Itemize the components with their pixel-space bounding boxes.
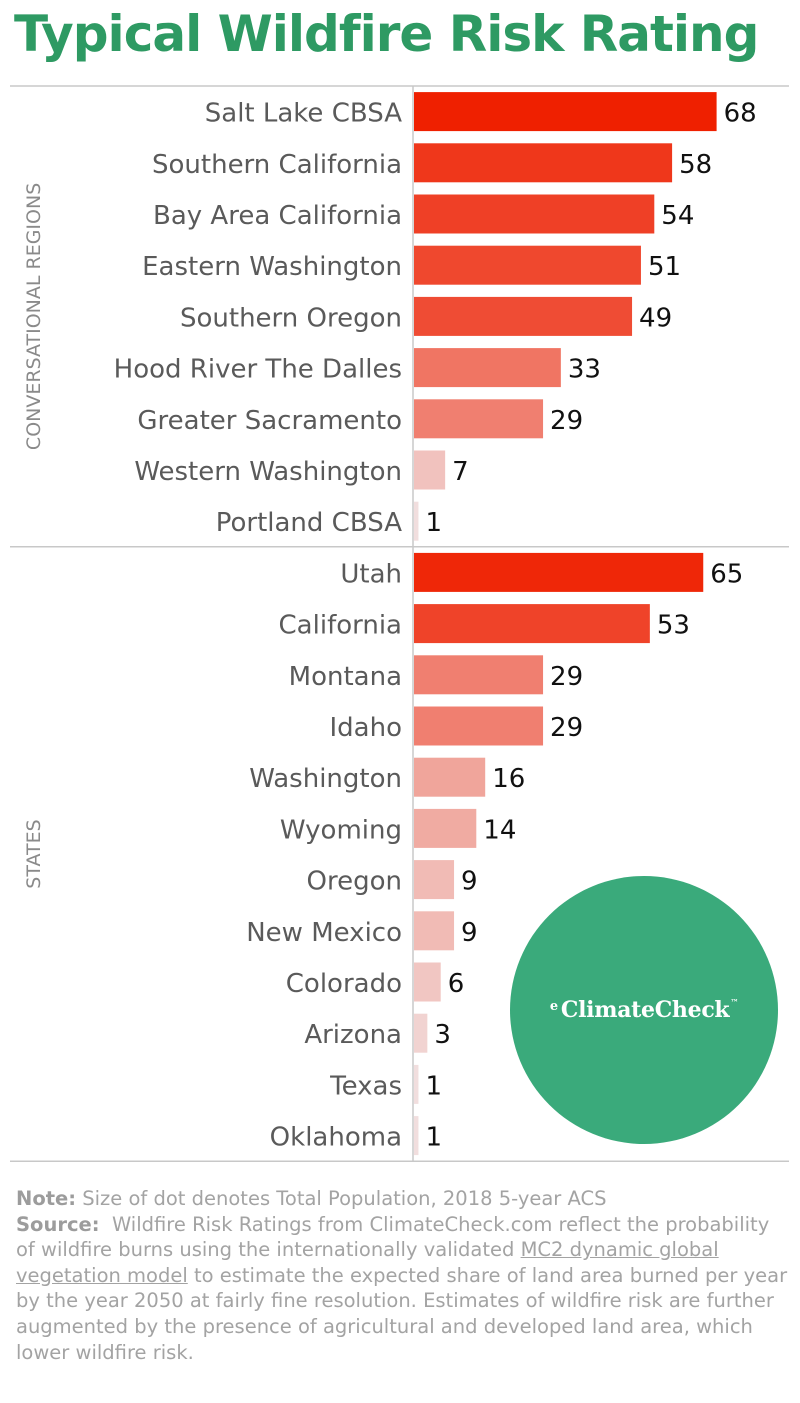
group-label-states: STATES [23, 819, 45, 888]
category-label-california: California [279, 611, 402, 641]
logo-name: ClimateCheck [560, 997, 730, 1023]
bar-eastern-washington [414, 245, 641, 285]
bar-washington [414, 757, 486, 797]
category-label-montana: Montana [289, 662, 402, 692]
value-label-hood-river-the-dalles: 33 [568, 355, 601, 385]
category-label-bay-area-california: Bay Area California [153, 201, 402, 231]
bar-california [414, 604, 650, 644]
chart-title: Typical Wildfire Risk Rating [14, 5, 759, 63]
category-label-utah: Utah [340, 559, 402, 589]
category-label-salt-lake-cbsa: Salt Lake CBSA [205, 99, 402, 129]
value-label-new-mexico: 9 [461, 918, 478, 948]
value-label-wyoming: 14 [483, 815, 516, 845]
bar-salt-lake-cbsa [414, 92, 717, 132]
category-label-portland-cbsa: Portland CBSA [216, 508, 402, 538]
bar-wyoming [414, 808, 477, 848]
logo-trademark: ™ [730, 997, 739, 1007]
value-label-colorado: 6 [448, 969, 465, 999]
value-label-idaho: 29 [550, 713, 583, 743]
bar-chart: Salt Lake CBSA 68 Southern California 58 Bay… [10, 85, 789, 1162]
source-text-1: Wildfire Risk Ratings from ClimateCheck.… [16, 1212, 770, 1262]
note-text: Size of dot denotes Total Population, 20… [82, 1187, 607, 1210]
value-label-portland-cbsa: 1 [425, 508, 442, 538]
bar-arizona [414, 1013, 428, 1053]
bar-oregon [414, 860, 455, 900]
climatecheck-logo: e ClimateCheck™ [510, 876, 778, 1144]
bar-southern-oregon [414, 296, 633, 336]
value-label-oregon: 9 [461, 867, 478, 897]
value-label-greater-sacramento: 29 [550, 406, 583, 436]
category-label-new-mexico: New Mexico [246, 918, 402, 948]
category-label-western-washington: Western Washington [134, 457, 402, 487]
note-line: Note: Size of dot denotes Total Populati… [16, 1186, 791, 1212]
bar-greater-sacramento [414, 399, 544, 439]
category-label-colorado: Colorado [286, 969, 402, 999]
bar-colorado [414, 962, 441, 1002]
value-label-southern-california: 58 [679, 150, 712, 180]
group-label-conversational-regions: CONVERSATIONAL REGIONS [23, 183, 45, 450]
bar-oklahoma [414, 1116, 419, 1156]
value-label-southern-oregon: 49 [639, 303, 672, 333]
source-label: Source: [16, 1212, 100, 1236]
value-label-arizona: 3 [434, 1020, 451, 1050]
bar-idaho [414, 706, 544, 746]
value-label-oklahoma: 1 [425, 1123, 442, 1153]
category-label-washington: Washington [249, 764, 402, 794]
footnote: Note: Size of dot denotes Total Populati… [16, 1186, 791, 1365]
value-label-texas: 1 [425, 1071, 442, 1101]
bar-western-washington [414, 450, 446, 490]
category-label-arizona: Arizona [304, 1020, 402, 1050]
category-label-eastern-washington: Eastern Washington [142, 252, 402, 282]
category-label-idaho: Idaho [330, 713, 403, 743]
bar-bay-area-california [414, 194, 655, 234]
value-label-washington: 16 [492, 764, 525, 794]
category-label-hood-river-the-dalles: Hood River The Dalles [114, 355, 402, 385]
logo-mark-icon: e [549, 999, 558, 1014]
bar-montana [414, 655, 544, 695]
mc2-model-link[interactable]: MC2 dynamic global vegetation model [16, 1238, 719, 1287]
note-label: Note: [16, 1187, 77, 1210]
category-label-wyoming: Wyoming [280, 815, 402, 845]
bar-new-mexico [414, 911, 455, 951]
bar-utah [414, 552, 704, 592]
category-label-oregon: Oregon [307, 867, 402, 897]
bar-portland-cbsa [414, 501, 419, 541]
logo-text: e ClimateCheck™ [550, 997, 738, 1023]
value-label-salt-lake-cbsa: 68 [724, 99, 757, 129]
category-label-southern-oregon: Southern Oregon [180, 303, 402, 333]
category-label-texas: Texas [329, 1071, 402, 1101]
category-label-southern-california: Southern California [152, 150, 402, 180]
bar-texas [414, 1064, 419, 1104]
source-text-2: to estimate the expected share of land a… [16, 1263, 788, 1364]
source-paragraph: Source: Wildfire Risk Ratings from Clima… [16, 1212, 791, 1366]
category-label-greater-sacramento: Greater Sacramento [137, 406, 402, 436]
bar-hood-river-the-dalles [414, 348, 561, 388]
value-label-bay-area-california: 54 [661, 201, 694, 231]
bar-southern-california [414, 143, 673, 183]
value-label-utah: 65 [710, 559, 743, 589]
category-label-oklahoma: Oklahoma [270, 1123, 402, 1153]
value-label-california: 53 [657, 611, 690, 641]
value-label-western-washington: 7 [452, 457, 469, 487]
value-label-montana: 29 [550, 662, 583, 692]
value-label-eastern-washington: 51 [648, 252, 681, 282]
